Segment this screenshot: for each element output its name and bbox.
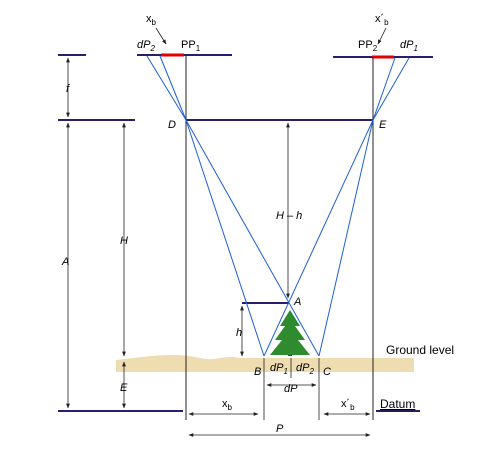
small-h-label: h [236,327,242,339]
ray-e-to-film-left [372,57,396,121]
xb-bottom-label: xb [222,398,233,412]
pp2-label: PP2 [358,39,378,53]
pp1-label: PP1 [181,39,201,53]
ground-surface [116,354,414,372]
ray-d-to-film-left [146,55,187,121]
dp1-right-label: dP1 [400,39,418,53]
b-point-label: B [254,366,261,378]
big-h-label: H [120,235,128,247]
dp2-ground-label: dP2 [296,362,314,376]
e-dimension-label: E [120,382,128,394]
ray-e-to-b [263,119,374,357]
f-label: f [66,83,70,95]
dp-label: dP [284,383,298,395]
ray-d-to-b [185,119,265,357]
xb-prime-top-label: x´b [375,13,389,27]
datum-label: Datum [380,397,415,411]
p-label: P [276,423,284,435]
xb-top-label: xb [146,13,157,27]
xb-top-arrow [155,27,167,45]
dp2-left-label: dP2 [137,39,155,53]
dp1-ground-label: dP1 [270,362,288,376]
ray-d-to-film-right [159,55,187,121]
ray-e-to-c [318,119,374,357]
a-point-label: A [293,296,301,308]
a-dimension-label: A [61,256,69,268]
ray-e-to-film-right [372,57,410,121]
e-point-label: E [379,119,387,131]
h-minus-h-label: H – h [276,210,302,222]
c-point-label: C [323,366,331,378]
ground-level-label: Ground level [386,343,454,357]
tree-icon [270,310,310,356]
ray-d-to-c [185,119,320,357]
xb-prime-bottom-label: x´b [341,398,355,412]
d-point-label: D [168,119,176,131]
xb-prime-top-arrow [377,27,387,45]
